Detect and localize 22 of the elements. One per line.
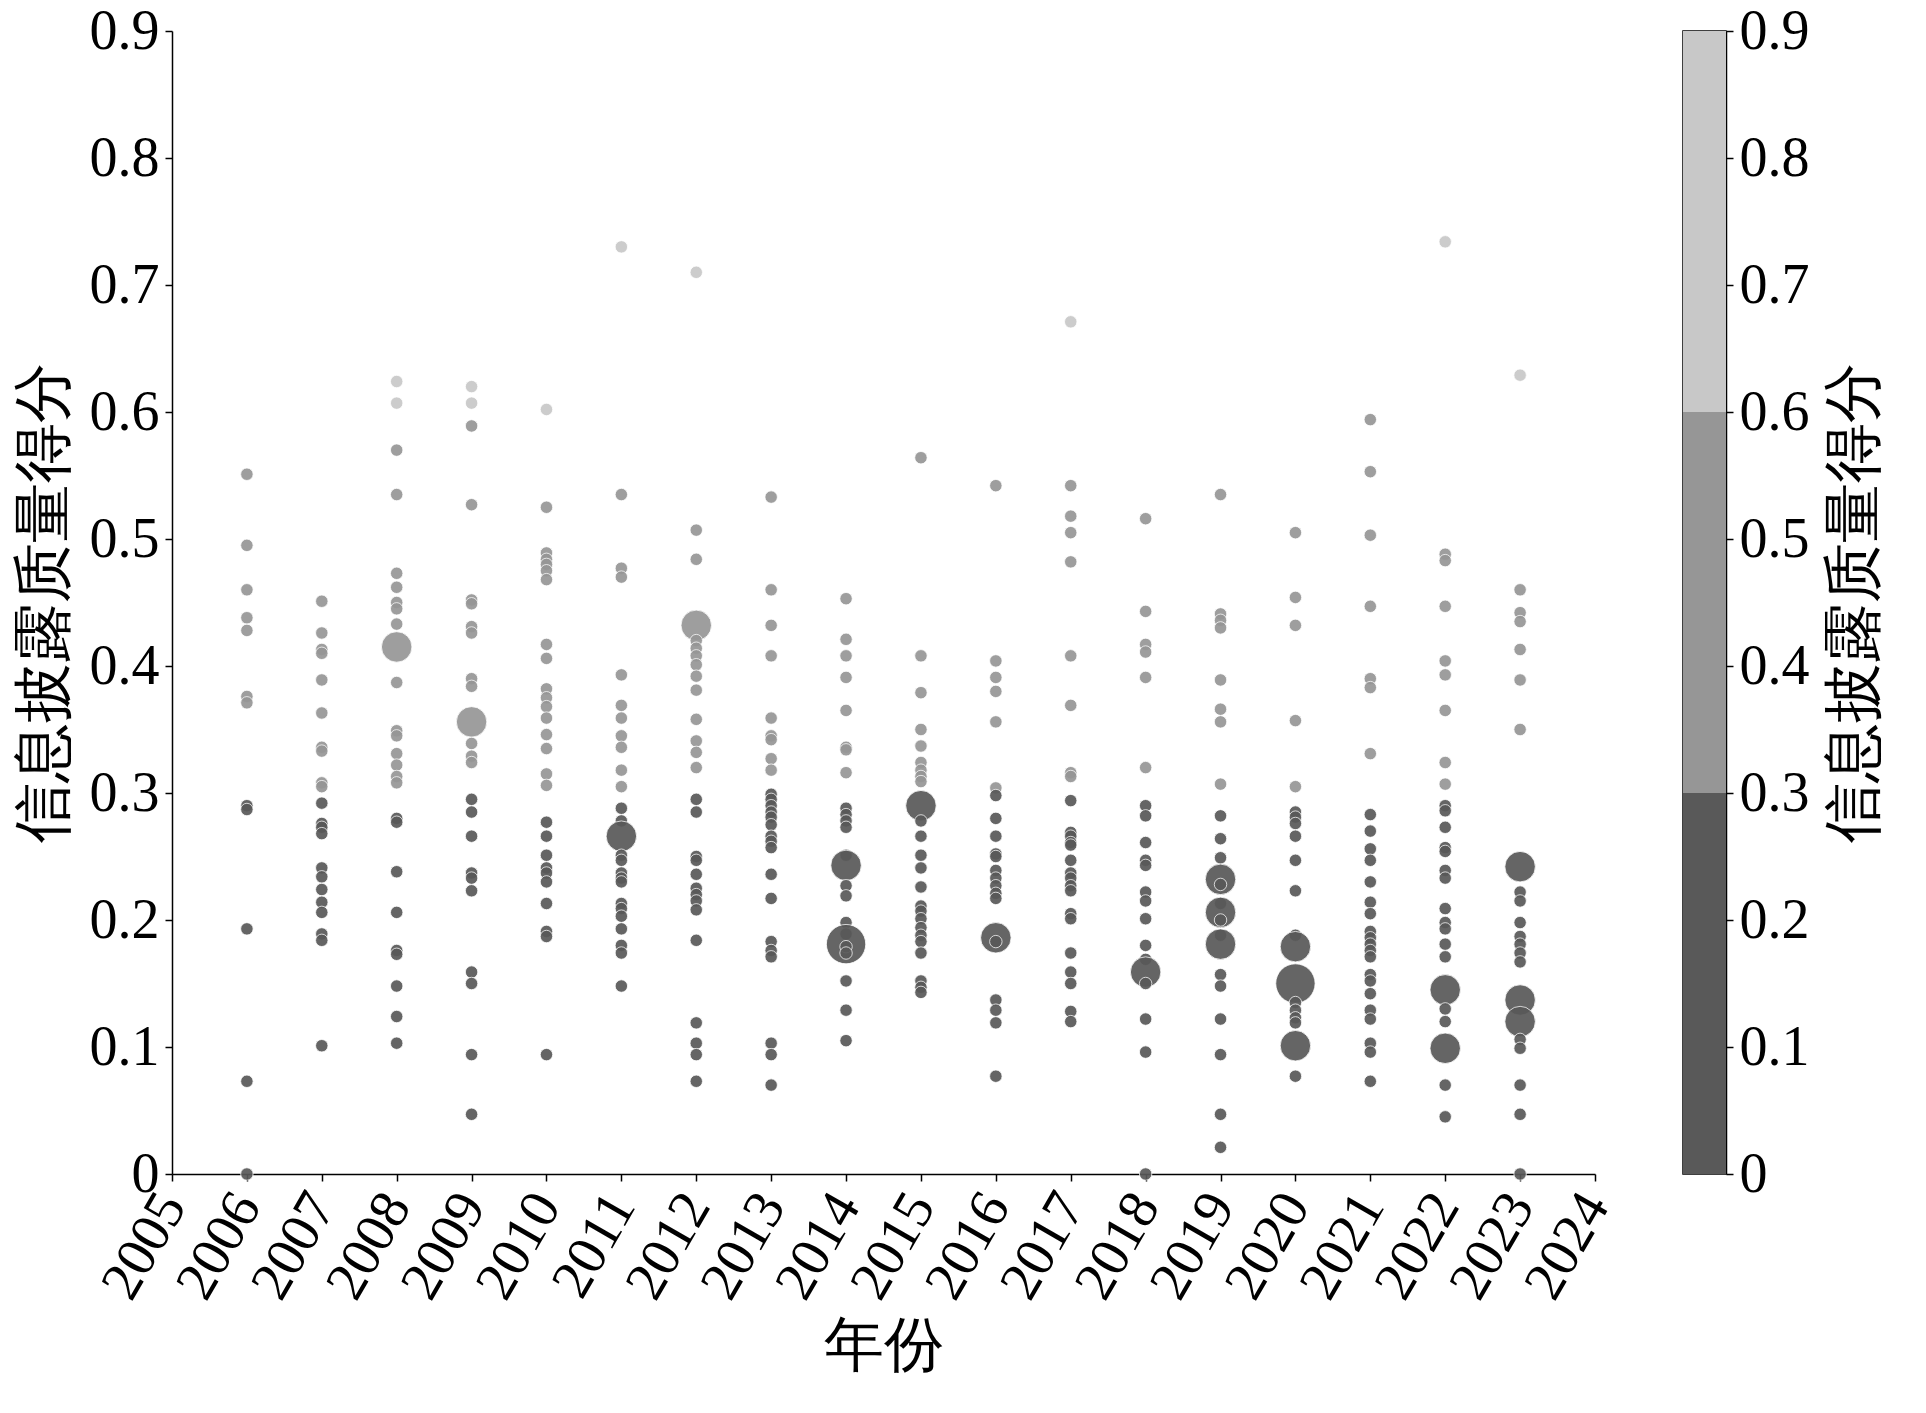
color-bar-label: 0.5 <box>1739 506 1810 569</box>
color-bar-label: 0.3 <box>1739 760 1810 823</box>
y-tick-label: 0.1 <box>89 1014 160 1077</box>
y-tick-label: 0.7 <box>89 252 160 315</box>
y-tick-label: 0.9 <box>89 0 160 61</box>
y-tick-label: 0.5 <box>89 506 160 569</box>
color-bar-label: 0.6 <box>1739 379 1810 442</box>
y-axis-title: 信息披露质量得分 <box>9 363 76 843</box>
y-tick-label: 0.4 <box>89 633 160 696</box>
y-tick-label: 0.6 <box>89 379 160 442</box>
color-bar-label: 0.1 <box>1739 1014 1810 1077</box>
color-bar-label: 0.9 <box>1739 0 1810 61</box>
x-axis-title: 年份 <box>824 1312 944 1379</box>
y-tick-label: 0.3 <box>89 760 160 823</box>
y-tick-label: 0.8 <box>89 125 160 188</box>
color-bar-label: 0.8 <box>1739 125 1810 188</box>
color-bar-title: 信息披露质量得分 <box>1819 363 1886 843</box>
color-bar-label: 0.4 <box>1739 633 1810 696</box>
color-bar-label: 0 <box>1739 1141 1768 1204</box>
color-bar-label: 0.2 <box>1739 887 1810 950</box>
y-tick-label: 0.2 <box>89 887 160 950</box>
color-bar-label: 0.7 <box>1739 252 1810 315</box>
